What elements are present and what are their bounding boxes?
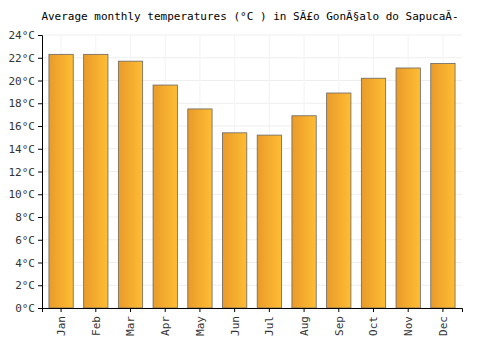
x-tick-label: Apr bbox=[159, 316, 172, 336]
x-tick: May bbox=[194, 308, 207, 336]
x-tick: Nov bbox=[402, 308, 415, 336]
y-tick-label: 22°C bbox=[9, 52, 36, 65]
y-tick-mark bbox=[38, 285, 42, 286]
x-tick-label: Oct bbox=[367, 316, 380, 336]
x-tick-label: Nov bbox=[402, 316, 415, 336]
x-tick: Jan bbox=[55, 308, 68, 336]
y-tick: 10°C bbox=[9, 188, 43, 201]
x-tick-mark bbox=[130, 308, 131, 312]
bar bbox=[292, 116, 316, 308]
y-axis-line bbox=[38, 36, 43, 309]
x-tick-mark bbox=[95, 308, 96, 312]
x-axis: Jan Feb Mar Apr May Jun Jul Aug Sep Oct Nov Dec bbox=[43, 308, 463, 336]
y-tick: 6°C bbox=[15, 234, 42, 247]
y-tick-mark bbox=[38, 263, 42, 264]
y-tick-mark bbox=[38, 172, 42, 173]
y-tick: 8°C bbox=[15, 211, 42, 224]
y-tick-mark bbox=[38, 308, 42, 309]
y-tick-mark bbox=[38, 194, 42, 195]
x-tick-label: Jan bbox=[55, 316, 68, 336]
y-axis: 0°C 2°C 4°C 6°C 8°C 10°C 12°C 14°C 16°C 18°C 20°C 2… bbox=[9, 29, 43, 315]
bars bbox=[49, 54, 455, 308]
x-tick-label: May bbox=[194, 316, 207, 336]
x-tick-mark bbox=[165, 308, 166, 312]
y-tick-mark bbox=[38, 103, 42, 104]
y-tick: 20°C bbox=[9, 75, 43, 88]
y-tick: 18°C bbox=[9, 97, 43, 110]
y-tick: 14°C bbox=[9, 143, 43, 156]
x-tick-label: Feb bbox=[90, 316, 103, 336]
x-tick-mark bbox=[199, 308, 200, 312]
y-tick-label: 18°C bbox=[9, 97, 36, 110]
y-tick-label: 8°C bbox=[15, 211, 35, 224]
bar bbox=[84, 54, 108, 308]
bar bbox=[327, 93, 351, 308]
x-tick: Oct bbox=[367, 308, 380, 336]
x-tick: Jun bbox=[228, 308, 241, 336]
y-tick-label: 20°C bbox=[9, 75, 36, 88]
y-tick-mark bbox=[38, 240, 42, 241]
x-tick-label: Mar bbox=[124, 316, 137, 336]
y-tick-mark bbox=[38, 35, 42, 36]
y-tick: 4°C bbox=[15, 257, 42, 270]
y-tick: 0°C bbox=[15, 302, 42, 315]
x-tick-label: Dec bbox=[437, 316, 450, 336]
x-tick: Feb bbox=[90, 308, 103, 336]
x-tick-label: Aug bbox=[298, 316, 311, 336]
y-tick-label: 24°C bbox=[9, 29, 36, 42]
x-tick-mark bbox=[269, 308, 270, 312]
y-tick-label: 16°C bbox=[9, 120, 36, 133]
y-tick-label: 14°C bbox=[9, 143, 36, 156]
bar bbox=[361, 78, 385, 308]
y-tick: 16°C bbox=[9, 120, 43, 133]
x-tick-mark bbox=[61, 308, 62, 312]
y-tick-mark bbox=[38, 149, 42, 150]
x-tick-mark bbox=[234, 308, 235, 312]
bar bbox=[257, 135, 281, 308]
x-tick-label: Jul bbox=[263, 316, 276, 336]
y-tick-mark bbox=[38, 81, 42, 82]
bar bbox=[118, 61, 142, 308]
bar bbox=[222, 133, 246, 308]
bar bbox=[49, 54, 73, 308]
y-tick-mark bbox=[38, 217, 42, 218]
x-tick: Mar bbox=[124, 308, 137, 336]
y-tick: 22°C bbox=[9, 52, 43, 65]
x-tick: Aug bbox=[298, 308, 311, 336]
bar bbox=[431, 63, 455, 308]
x-tick-mark bbox=[408, 308, 409, 312]
y-tick-mark bbox=[38, 126, 42, 127]
x-tick-label: Sep bbox=[333, 316, 346, 336]
x-tick-mark bbox=[373, 308, 374, 312]
y-tick-mark bbox=[38, 58, 42, 59]
y-tick-label: 6°C bbox=[15, 234, 35, 247]
x-tick-label: Jun bbox=[228, 316, 241, 336]
y-tick: 24°C bbox=[9, 29, 43, 42]
x-tick: Sep bbox=[333, 308, 346, 336]
bar bbox=[188, 109, 212, 308]
x-tick: Apr bbox=[159, 308, 172, 336]
x-tick-mark bbox=[304, 308, 305, 312]
x-tick: Jul bbox=[263, 308, 276, 336]
grid-line bbox=[42, 35, 462, 36]
x-tick: Dec bbox=[437, 308, 450, 336]
y-tick-label: 2°C bbox=[15, 279, 35, 292]
bar bbox=[396, 68, 420, 308]
y-tick-label: 4°C bbox=[15, 257, 35, 270]
bar bbox=[153, 85, 177, 308]
title: Average monthly temperatures (°C ) in SÃ… bbox=[41, 10, 458, 23]
x-tick-mark bbox=[338, 308, 339, 312]
chart: 0°C 2°C 4°C 6°C 8°C 10°C 12°C 14°C 16°C 18°C 20°C 2… bbox=[0, 0, 500, 350]
x-axis-line bbox=[43, 309, 463, 313]
y-tick: 2°C bbox=[15, 279, 42, 292]
x-tick-mark bbox=[442, 308, 443, 312]
y-tick-label: 10°C bbox=[9, 188, 36, 201]
plot: 0°C 2°C 4°C 6°C 8°C 10°C 12°C 14°C 16°C 18°C 20°C 2… bbox=[9, 29, 463, 336]
y-tick: 12°C bbox=[9, 166, 43, 179]
y-tick-label: 12°C bbox=[9, 166, 36, 179]
y-tick-label: 0°C bbox=[15, 302, 35, 315]
grid bbox=[42, 35, 462, 308]
